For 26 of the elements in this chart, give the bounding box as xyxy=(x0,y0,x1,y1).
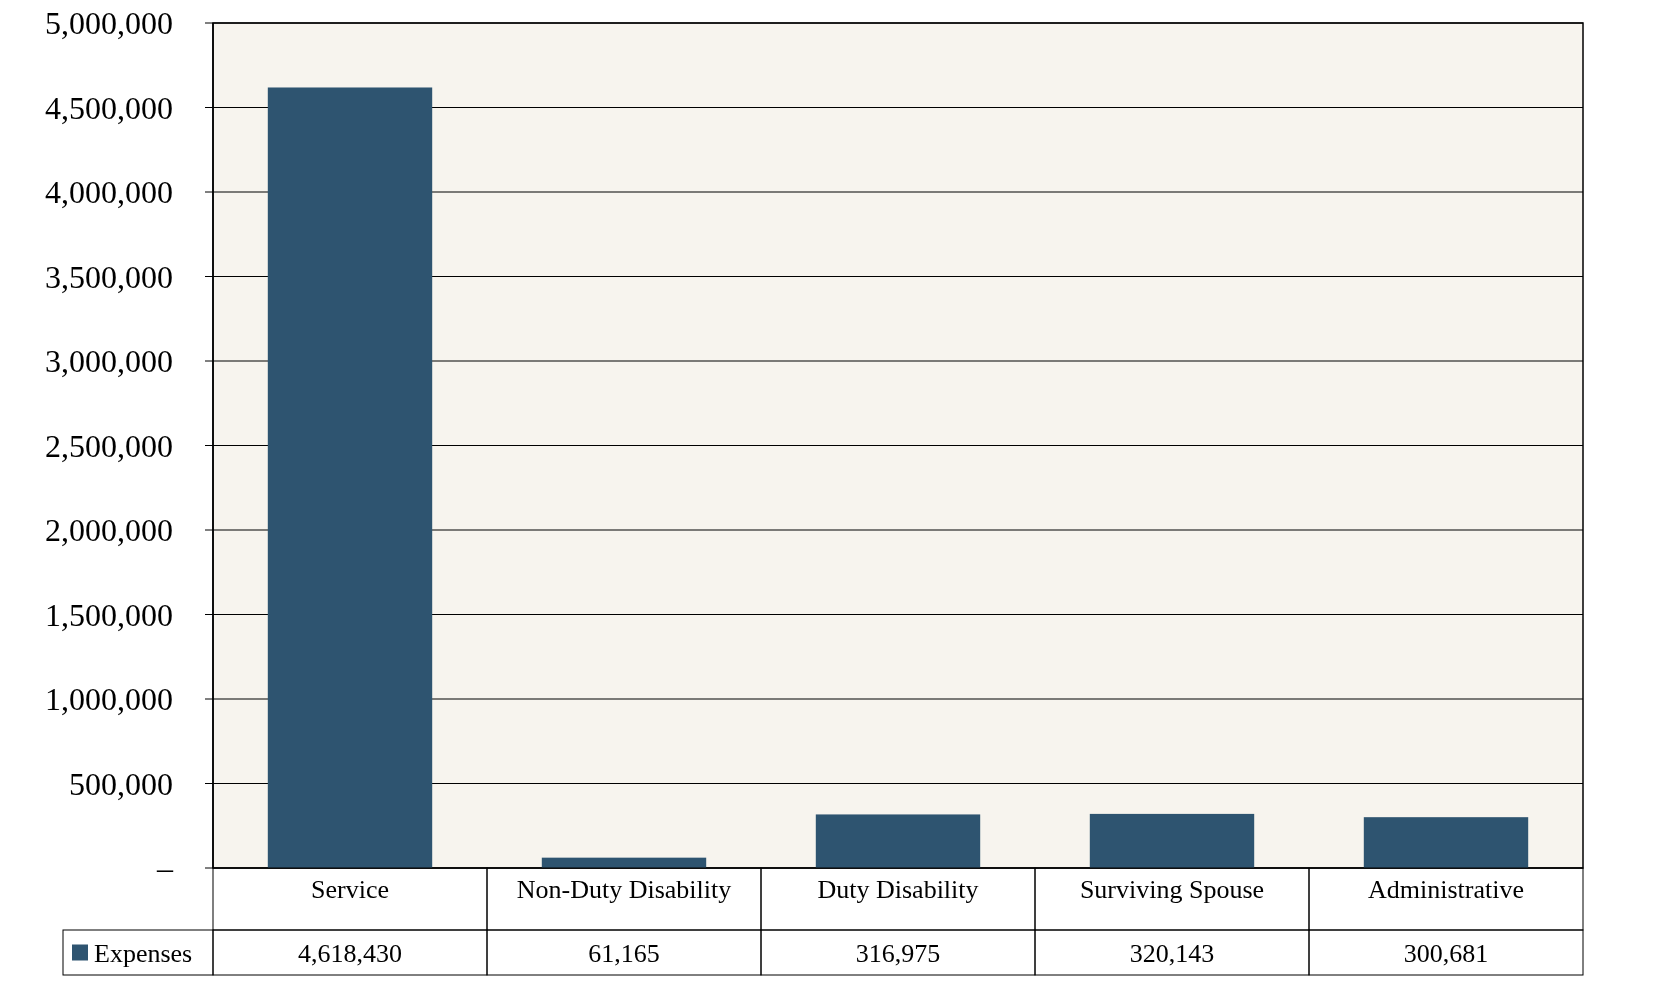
data-label: 300,681 xyxy=(1403,938,1489,968)
x-tick-label: Administrative xyxy=(1368,875,1524,904)
y-tick-label: 4,500,000 xyxy=(45,89,173,126)
bar xyxy=(267,87,433,868)
y-tick-label: 500,000 xyxy=(69,765,173,802)
x-tick-label: Duty Disability xyxy=(817,875,979,904)
x-tick-label: Non-Duty Disability xyxy=(516,875,732,904)
x-tick-label: Surviving Spouse xyxy=(1079,875,1265,904)
y-tick-label: 3,500,000 xyxy=(45,258,173,295)
y-tick-label: 2,000,000 xyxy=(45,512,173,549)
y-tick-label: – xyxy=(156,850,174,887)
y-tick-label: 1,000,000 xyxy=(45,681,173,718)
y-tick-label: 1,500,000 xyxy=(45,596,173,633)
y-tick-label: 3,000,000 xyxy=(45,343,173,380)
y-tick-label: 5,000,000 xyxy=(45,5,173,42)
data-label: 4,618,430 xyxy=(298,938,402,968)
legend-label: Expenses xyxy=(94,938,193,968)
x-tick-label: Service xyxy=(311,875,389,904)
bar xyxy=(815,814,981,868)
data-label: 61,165 xyxy=(588,938,660,968)
bar xyxy=(1363,817,1529,868)
bar xyxy=(1089,813,1255,868)
data-label: 320,143 xyxy=(1129,938,1215,968)
y-tick-label: 4,000,000 xyxy=(45,174,173,211)
y-tick-label: 2,500,000 xyxy=(45,427,173,464)
data-label: 316,975 xyxy=(855,938,941,968)
